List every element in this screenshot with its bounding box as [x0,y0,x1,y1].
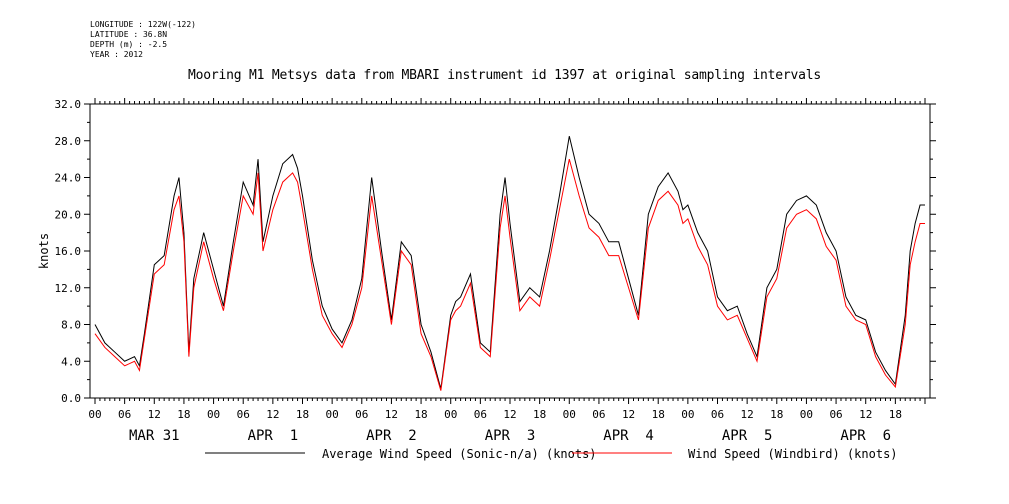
x-tick-label: 00 [563,408,576,421]
series-line-1 [94,159,925,391]
y-tick-label: 24.0 [55,172,82,185]
x-tick-label: 18 [652,408,665,421]
y-axis-label: knots [37,233,51,269]
y-tick-label: 4.0 [61,355,81,368]
x-tick-label: 06 [592,408,605,421]
y-tick-label: 0.0 [61,392,81,405]
x-tick-label: 18 [296,408,309,421]
x-tick-label: 12 [503,408,516,421]
x-tick-label: 06 [118,408,131,421]
chart-title: Mooring M1 Metsys data from MBARI instru… [187,68,821,83]
x-tick-label: 12 [741,408,754,421]
x-tick-label: 00 [207,408,220,421]
y-tick-label: 28.0 [55,135,82,148]
meta-depth: DEPTH (m) : -2.5 [90,40,168,49]
x-tick-label: 00 [88,408,101,421]
x-tick-label: 06 [711,408,724,421]
x-day-label: APR 2 [366,428,417,444]
x-tick-label: 18 [414,408,427,421]
x-tick-label: 06 [474,408,487,421]
x-tick-label: 12 [385,408,398,421]
x-tick-label: 00 [800,408,813,421]
x-tick-label: 00 [326,408,339,421]
y-tick-label: 16.0 [55,245,82,258]
x-tick-label: 12 [266,408,279,421]
y-tick-label: 8.0 [61,319,81,332]
legend-label-0: Average Wind Speed (Sonic-n/a) (knots) [322,447,597,461]
x-tick-label: 12 [148,408,161,421]
meta-year: YEAR : 2012 [90,50,143,59]
y-tick-label: 12.0 [55,282,82,295]
metadata-block: LONGITUDE : 122W(-122) LATITUDE : 36.8N … [90,20,196,60]
x-day-label: APR 6 [840,428,891,444]
x-day-label: APR 4 [603,428,654,444]
x-day-label: APR 1 [248,428,299,444]
y-tick-label: 32.0 [55,98,82,111]
x-day-label: APR 3 [485,428,536,444]
y-tick-label: 20.0 [55,208,82,221]
x-tick-label: 18 [177,408,190,421]
x-tick-label: 12 [622,408,635,421]
x-tick-label: 18 [770,408,783,421]
x-tick-label: 12 [859,408,872,421]
x-tick-label: 06 [237,408,250,421]
x-day-label: MAR 31 [129,428,180,444]
x-tick-label: 00 [681,408,694,421]
plot-frame [89,103,931,399]
x-tick-label: 06 [355,408,368,421]
meta-longitude: LONGITUDE : 122W(-122) [90,20,196,29]
x-tick-label: 18 [533,408,546,421]
x-tick-label: 06 [829,408,842,421]
x-tick-label: 18 [889,408,902,421]
x-day-label: APR 5 [722,428,773,444]
legend-label-1: Wind Speed (Windbird) (knots) [688,447,898,461]
x-tick-label: 00 [444,408,457,421]
series-line-0 [94,136,925,389]
meta-latitude: LATITUDE : 36.8N [90,30,168,39]
